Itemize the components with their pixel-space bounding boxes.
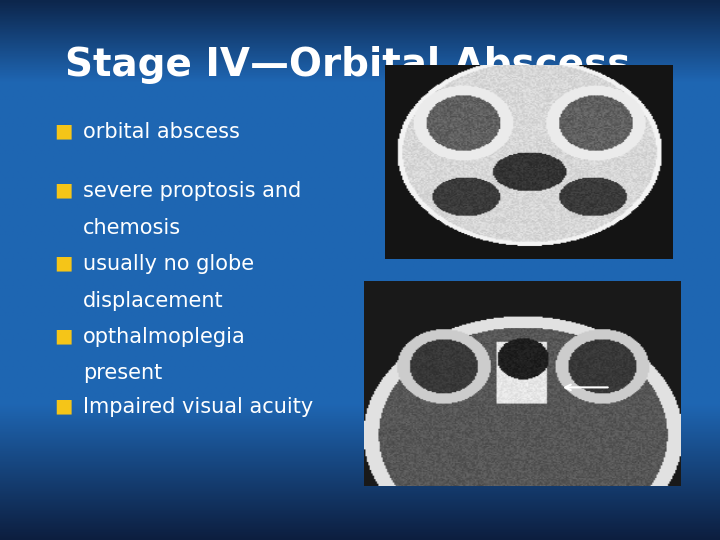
Text: orbital abscess: orbital abscess xyxy=(83,122,240,141)
Text: ■: ■ xyxy=(54,327,73,346)
Text: severe proptosis and: severe proptosis and xyxy=(83,181,301,201)
Text: Stage IV—Orbital Abscess: Stage IV—Orbital Abscess xyxy=(65,46,630,84)
Text: ■: ■ xyxy=(54,397,73,416)
Text: Impaired visual acuity: Impaired visual acuity xyxy=(83,397,313,417)
Text: ■: ■ xyxy=(54,254,73,273)
Text: chemosis: chemosis xyxy=(83,218,181,238)
Text: displacement: displacement xyxy=(83,291,223,310)
Text: present: present xyxy=(83,363,162,383)
Text: ■: ■ xyxy=(54,122,73,140)
Text: usually no globe: usually no globe xyxy=(83,254,254,274)
Text: opthalmoplegia: opthalmoplegia xyxy=(83,327,246,347)
Text: ■: ■ xyxy=(54,181,73,200)
